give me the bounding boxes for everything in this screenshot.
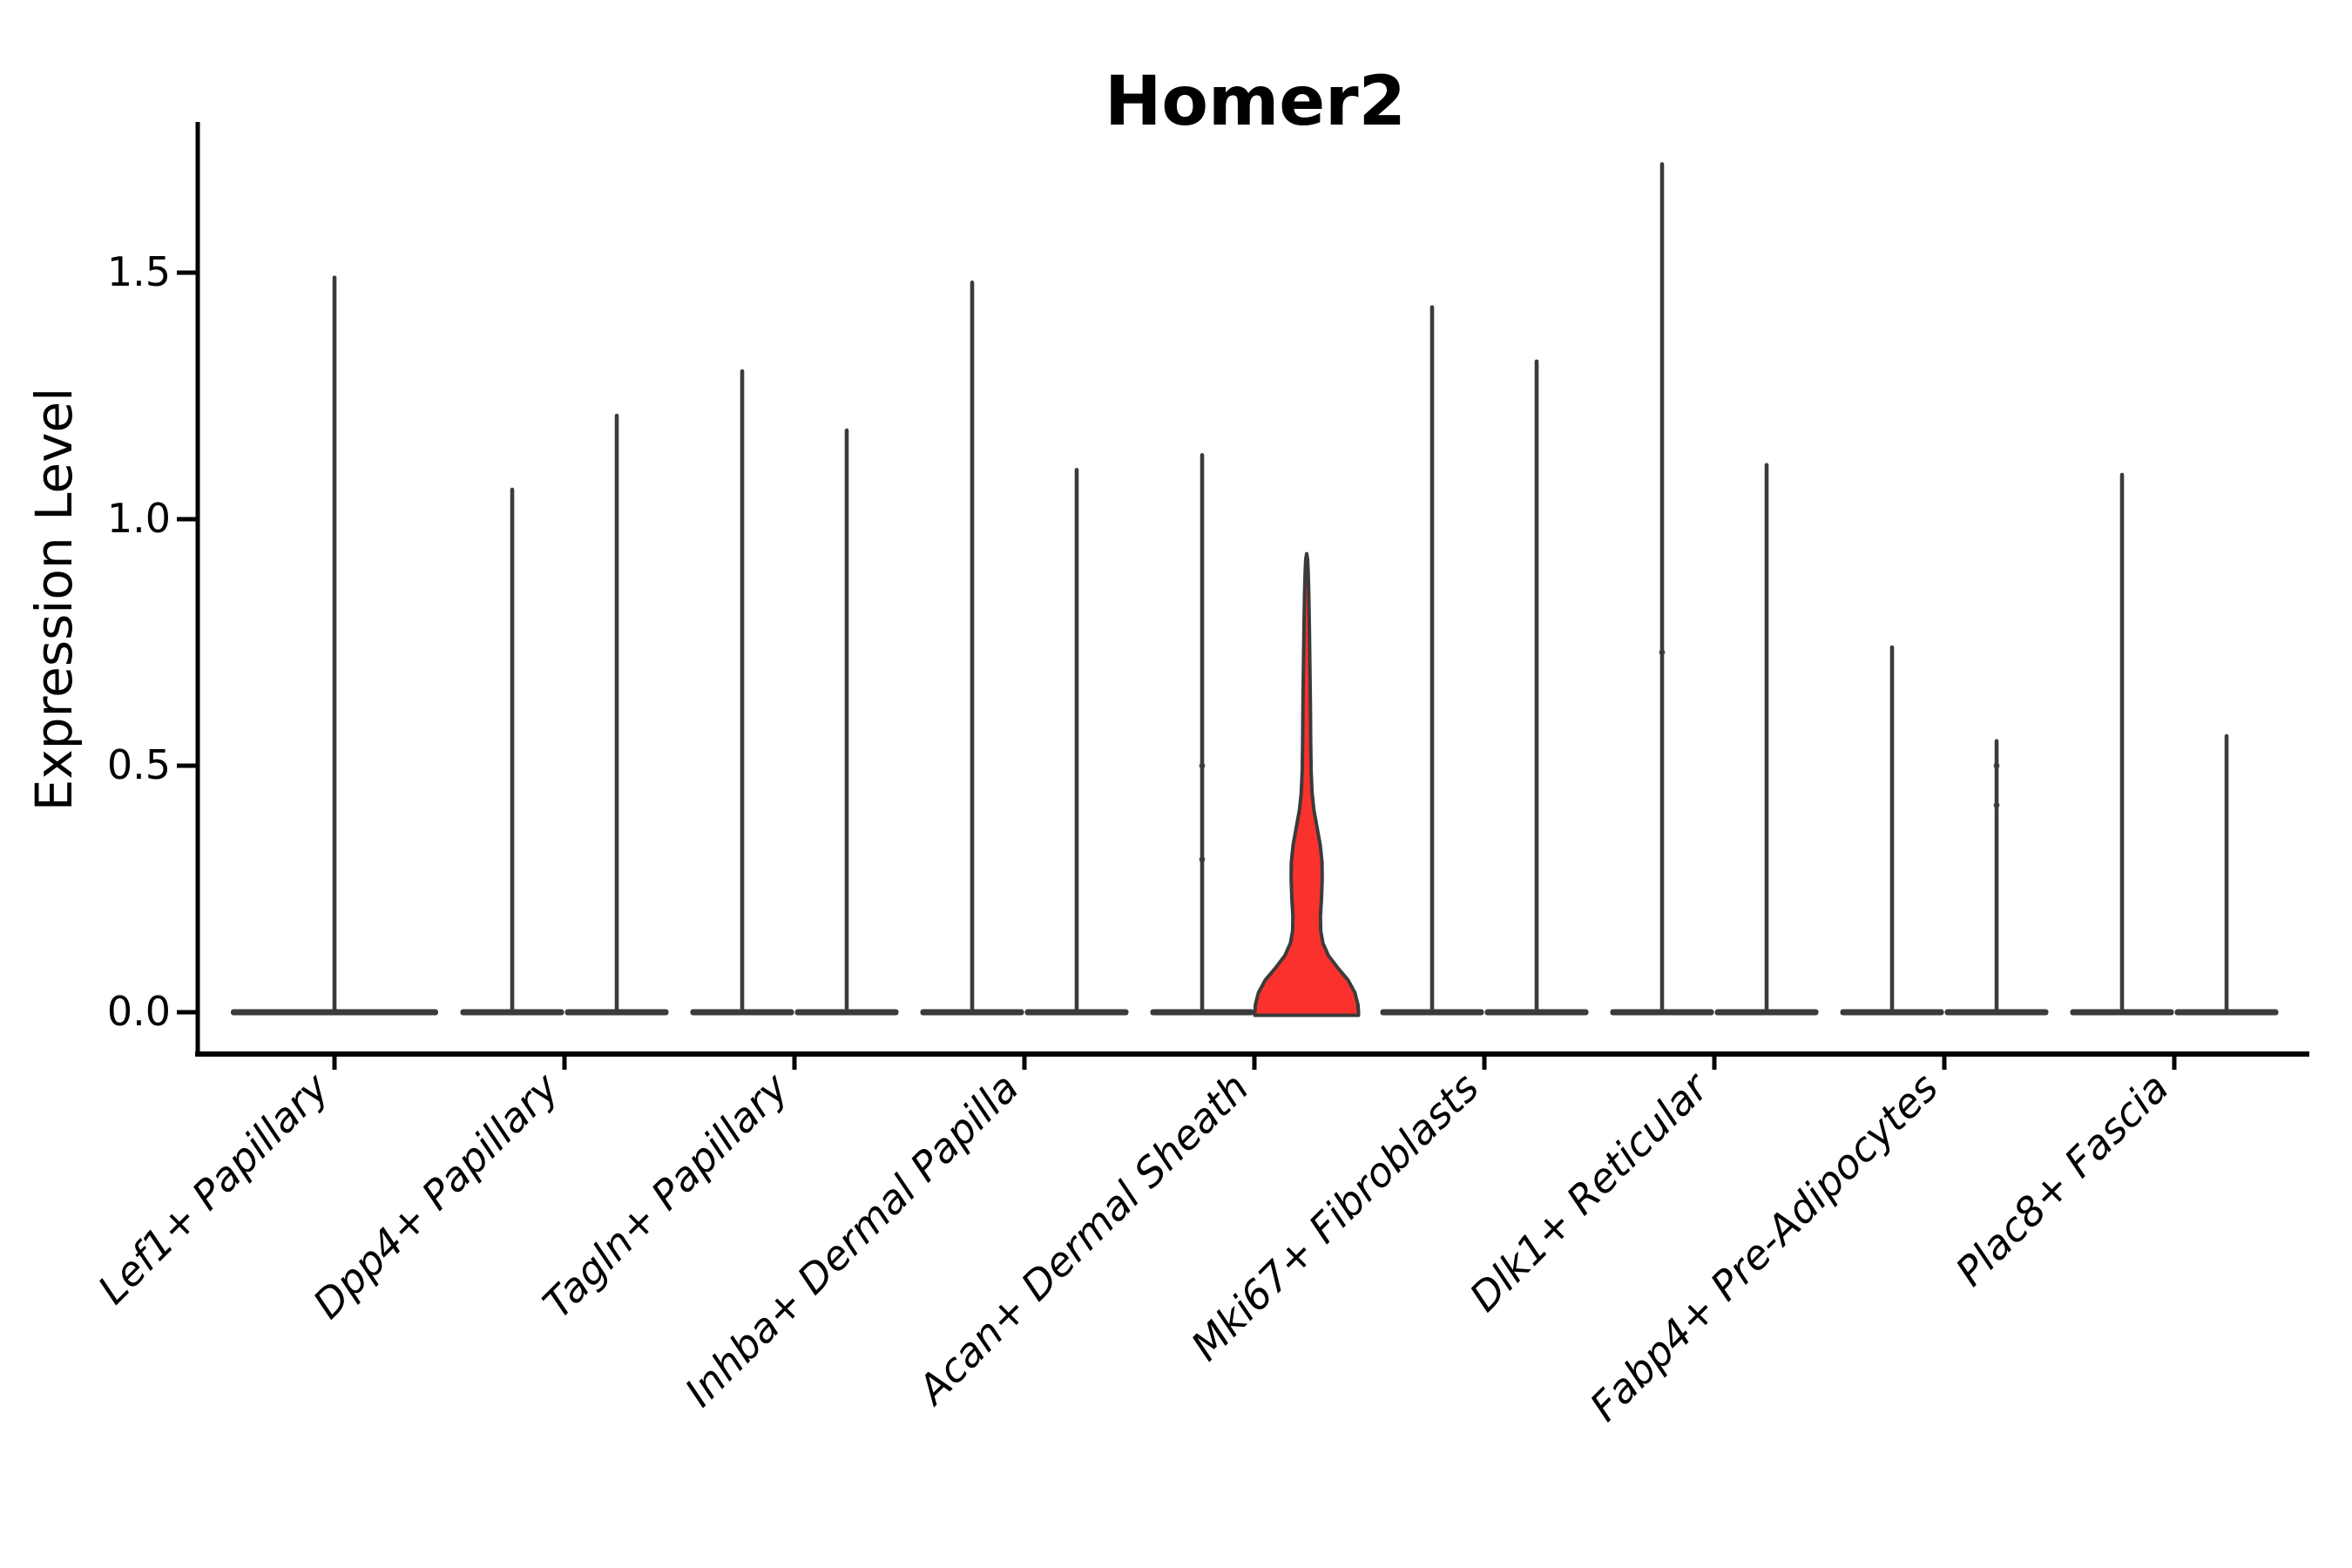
chart-title: Homer2 [1105, 63, 1406, 141]
expression-point [1199, 762, 1206, 769]
expression-point [1993, 762, 2000, 769]
y-axis-label: Expression Level [24, 387, 84, 812]
y-tick-label: 1.0 [106, 495, 171, 542]
expression-point [1993, 801, 2000, 808]
expression-point [1199, 856, 1206, 862]
y-tick-label: 1.5 [106, 248, 171, 295]
expression-point [1659, 649, 1666, 656]
y-tick-label: 0.5 [106, 741, 171, 788]
y-tick-label: 0.0 [106, 988, 171, 1035]
highlighted-violin [1253, 551, 1361, 1017]
